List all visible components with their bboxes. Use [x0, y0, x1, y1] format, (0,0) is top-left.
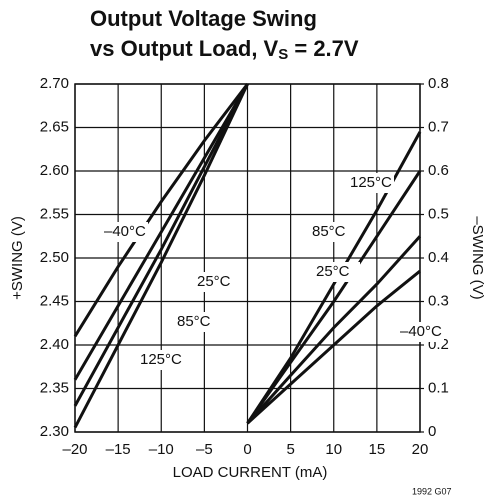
series-label: 25°C: [316, 263, 350, 280]
series-label: 125°C: [140, 351, 182, 368]
y-tick-label: 2.30: [40, 423, 69, 440]
label-bg: [175, 312, 221, 332]
y2-tick-label: 0.5: [428, 205, 449, 222]
label-bg: [138, 350, 184, 370]
y-tick-label: 2.45: [40, 292, 69, 309]
chart-title: Output Voltage Swing: [90, 6, 317, 31]
label-bg: [348, 173, 394, 193]
series-line: [73, 83, 249, 407]
y2-tick-label: 0.7: [428, 118, 449, 135]
series-label: –40°C: [104, 223, 146, 240]
series-label: –40°C: [400, 323, 442, 340]
x-tick-label: –15: [106, 441, 131, 458]
x-tick-label: –5: [196, 441, 213, 458]
label-bg: [102, 222, 148, 242]
x-tick-label: 20: [412, 441, 429, 458]
x-tick-label: –20: [62, 441, 87, 458]
y2-tick-label: 0.6: [428, 162, 449, 179]
y-tick-label: 2.35: [40, 379, 69, 396]
y-tick-label: 2.40: [40, 336, 69, 353]
subtitle-sub: S: [278, 46, 288, 63]
x-tick-label: –10: [149, 441, 174, 458]
y2-tick-label: 0.8: [428, 75, 449, 92]
y2-tick-label: 0: [428, 423, 436, 440]
subtitle-rest: = 2.7V: [288, 36, 359, 61]
series-label: 85°C: [177, 313, 211, 330]
y-tick-label: 2.55: [40, 205, 69, 222]
y2-tick-label: 0.3: [428, 292, 449, 309]
label-bg: [314, 262, 360, 282]
x-tick-label: 0: [243, 441, 251, 458]
series-line: [73, 83, 249, 338]
label-bg: [310, 222, 356, 242]
note: 1992 G07: [412, 486, 452, 496]
chart-subtitle: vs Output Load, VS = 2.7V: [90, 36, 359, 63]
series-line: [246, 235, 422, 425]
x-tick-label: 15: [369, 441, 386, 458]
series-label: 125°C: [350, 174, 392, 191]
series-line: [246, 269, 421, 425]
x-tick-label: 10: [325, 441, 342, 458]
y2-tick-label: 0.1: [428, 379, 449, 396]
y-tick-label: 2.50: [40, 249, 69, 266]
y-tick-label: 2.70: [40, 75, 69, 92]
series-line: [246, 170, 422, 425]
y2-tick-label: 0.4: [428, 249, 449, 266]
series-line: [73, 83, 249, 429]
series-label: 85°C: [312, 223, 346, 240]
y-axis-label: +SWING (V): [9, 216, 26, 300]
series-line: [73, 83, 249, 381]
y-tick-label: 2.65: [40, 118, 69, 135]
y2-axis-label: –SWING (V): [469, 216, 486, 299]
x-tick-label: 5: [286, 441, 294, 458]
y-tick-label: 2.60: [40, 162, 69, 179]
series-label: 25°C: [197, 273, 231, 290]
label-bg: [195, 272, 241, 292]
label-bg: [398, 322, 444, 342]
subtitle-text: vs Output Load, V: [90, 36, 279, 61]
x-axis-label: LOAD CURRENT (mA): [173, 464, 328, 481]
